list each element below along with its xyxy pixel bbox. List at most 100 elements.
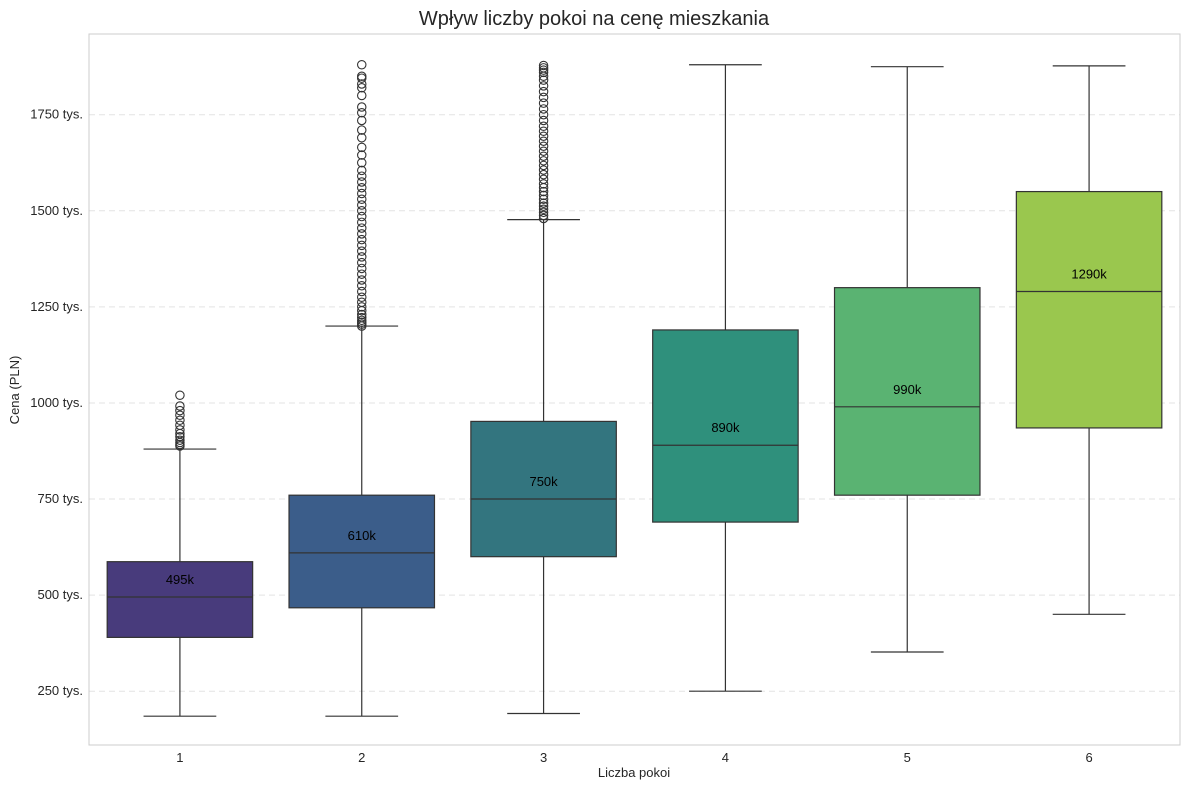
outlier-point <box>356 182 367 193</box>
outlier-point <box>538 207 549 218</box>
median-label: 750k <box>529 474 558 489</box>
outlier-point <box>356 211 367 222</box>
outlier-point <box>356 71 367 82</box>
outlier-point <box>356 115 367 126</box>
box-2: 610k <box>288 59 436 717</box>
outlier-point <box>538 81 549 91</box>
outlier-point <box>356 157 367 168</box>
outlier-point <box>356 297 367 308</box>
x-axis-label: Liczba pokoi <box>598 765 670 780</box>
median-label: 890k <box>711 420 740 435</box>
outlier-point <box>356 73 367 83</box>
outlier-point <box>538 92 549 103</box>
y-tick-label: 1750 tys. <box>30 107 83 122</box>
x-tick-label: 2 <box>358 750 365 765</box>
outlier-point <box>175 401 185 411</box>
outlier-point <box>356 200 367 210</box>
outlier-point <box>538 67 549 78</box>
outlier-point <box>356 206 367 216</box>
plot-frame <box>88 33 1181 746</box>
y-tick-label: 1500 tys. <box>30 203 83 218</box>
outlier-point <box>356 83 367 93</box>
y-tick-label: 750 tys. <box>37 491 83 506</box>
outlier-point <box>538 186 549 197</box>
outlier-point <box>356 142 367 153</box>
x-tick-label: 1 <box>176 750 183 765</box>
outlier-point <box>356 165 367 176</box>
y-tick-label: 500 tys. <box>37 587 83 602</box>
outlier-point <box>538 126 549 136</box>
y-tick-label: 250 tys. <box>37 683 83 698</box>
outlier-point <box>538 156 549 166</box>
outlier-point <box>175 405 185 416</box>
outlier-point <box>175 420 185 430</box>
outlier-point <box>356 171 367 181</box>
outlier-point <box>356 252 367 262</box>
outlier-point <box>356 229 367 239</box>
outlier-point <box>538 201 549 211</box>
outlier-point <box>356 108 367 118</box>
box-5: 990k <box>833 66 981 653</box>
outlier-point <box>538 169 549 180</box>
outlier-point <box>538 136 549 146</box>
median-label: 1290k <box>1071 266 1107 281</box>
outlier-point <box>538 198 549 208</box>
outlier-point <box>356 125 367 135</box>
outlier-point <box>356 312 367 323</box>
box-3: 750k <box>470 60 617 715</box>
outlier-point <box>538 60 549 71</box>
box-body <box>833 287 981 496</box>
outlier-point <box>538 179 549 189</box>
outlier-point <box>538 86 549 97</box>
x-tick-label: 4 <box>722 750 729 765</box>
outlier-point <box>356 234 367 245</box>
outlier-point <box>356 269 367 279</box>
y-tick-label: 1000 tys. <box>30 395 83 410</box>
outlier-point <box>356 194 367 205</box>
outlier-point <box>538 194 549 205</box>
box-body <box>470 420 617 558</box>
outlier-point <box>538 165 549 175</box>
box-body <box>106 561 254 638</box>
outlier-point <box>538 151 549 161</box>
box-6: 1290k <box>1015 65 1163 615</box>
outlier-point <box>538 146 549 156</box>
box-body <box>652 329 799 523</box>
outlier-point <box>356 246 367 256</box>
x-tick-label: 6 <box>1085 750 1092 765</box>
median-label: 610k <box>348 528 377 543</box>
box-4: 890k <box>652 64 799 692</box>
outlier-point <box>356 292 367 303</box>
outlier-point <box>356 177 367 187</box>
outlier-point <box>538 204 549 215</box>
outlier-point <box>356 286 367 297</box>
median-label: 990k <box>893 382 922 397</box>
outlier-point <box>175 415 185 425</box>
outlier-point <box>356 223 367 233</box>
outlier-point <box>356 315 367 326</box>
outlier-point <box>356 150 367 160</box>
outlier-point <box>356 240 367 251</box>
outlier-point <box>356 302 367 312</box>
outlier-point <box>538 160 549 171</box>
outlier-point <box>538 141 549 151</box>
outlier-point <box>356 217 367 228</box>
outlier-point <box>175 410 185 420</box>
outlier-point <box>356 263 367 274</box>
outlier-point <box>538 98 549 108</box>
outlier-point <box>356 275 367 285</box>
y-tick-label: 1250 tys. <box>30 299 83 314</box>
outlier-point <box>356 79 367 89</box>
chart-title: Wpływ liczby pokoi na cenę mieszkania <box>419 8 770 30</box>
outlier-point <box>356 133 367 143</box>
outlier-point <box>356 309 367 320</box>
outlier-point <box>538 104 549 114</box>
boxes-group: 495k 610k 750k 890k 990k 1290k <box>106 59 1163 717</box>
outlier-point <box>538 75 549 85</box>
outlier-point <box>538 213 549 224</box>
outlier-point <box>356 59 367 70</box>
x-tick-label: 5 <box>904 750 911 765</box>
median-label: 495k <box>166 572 195 587</box>
